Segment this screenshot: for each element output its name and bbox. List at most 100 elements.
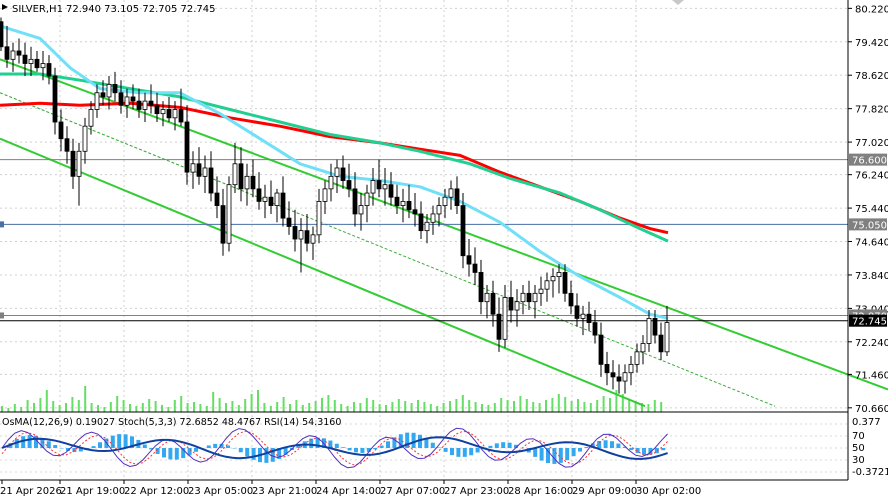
candle-body — [502, 297, 508, 340]
osma-bar — [648, 448, 653, 455]
candle-body — [658, 334, 664, 353]
osma-bar — [373, 448, 378, 450]
osma-bar — [347, 448, 352, 451]
channel-line — [0, 137, 646, 408]
candle-body — [328, 175, 334, 190]
symbol-label: SILVER,H1 — [12, 4, 63, 15]
level-anchor[interactable] — [0, 312, 4, 319]
candle-body — [436, 205, 442, 215]
candle-body — [556, 272, 562, 278]
candle-body — [532, 292, 538, 303]
osma-bar — [571, 448, 576, 457]
osma-bar — [245, 448, 250, 457]
candle-body — [82, 125, 88, 152]
level-anchor[interactable] — [0, 221, 4, 228]
osma-bar — [66, 448, 70, 451]
candle-body — [424, 221, 430, 232]
candle-body — [418, 213, 424, 232]
play-arrow-icon[interactable] — [2, 4, 8, 10]
candle-body — [316, 201, 322, 236]
candle-body — [166, 109, 172, 119]
price-tick-label: 76.240 — [855, 171, 888, 182]
candle-body — [484, 292, 490, 303]
moving-averages — [0, 24, 669, 320]
osma-bar — [597, 440, 602, 448]
osma-bar — [450, 448, 454, 456]
osma-bar — [155, 448, 160, 454]
price-tick-label: 71.460 — [855, 370, 888, 381]
candle-body — [586, 313, 592, 323]
candle-body — [184, 121, 190, 173]
osma-bar — [488, 445, 493, 448]
price-tag — [849, 153, 887, 166]
candle-body — [118, 92, 124, 106]
chart-shift-marker-icon[interactable] — [672, 0, 684, 5]
candle-body — [646, 318, 652, 344]
osma-bar — [123, 434, 128, 448]
osma-bar — [174, 448, 179, 460]
candle-body — [334, 167, 340, 177]
osma-bar — [130, 436, 134, 448]
rsi-line — [1, 436, 668, 460]
osma-bar — [418, 434, 422, 448]
candle-body — [358, 205, 364, 215]
osma-bar — [360, 448, 365, 453]
price-tag — [849, 218, 887, 231]
osma-bar — [462, 448, 467, 457]
indicator-label: OsMA(12,26,9) 0.19027 Stoch(5,3,3) 72.68… — [2, 417, 341, 428]
osma-bar — [354, 448, 358, 453]
candle-body — [664, 322, 670, 353]
price-tag-label: 75.050 — [852, 220, 887, 231]
candle-body — [190, 163, 196, 173]
osma-bar — [226, 445, 230, 448]
time-tick-label: 24 Apr 14:00 — [316, 486, 381, 497]
candle-body — [304, 230, 310, 244]
candle-body — [580, 313, 586, 319]
indicator-tick-label: 50 — [852, 443, 865, 454]
candle-body — [178, 109, 184, 123]
time-tick-label: 22 Apr 12:00 — [124, 486, 189, 497]
osma-bar — [642, 448, 646, 455]
candle-body — [262, 196, 268, 202]
candle-body — [412, 209, 418, 215]
candle-body — [628, 363, 634, 374]
osma-bar — [654, 448, 659, 454]
price-tick-label: 73.840 — [855, 271, 888, 282]
osma-bar — [53, 444, 58, 448]
osma-bar — [213, 443, 218, 448]
osma-bar — [610, 441, 614, 448]
price-tick-label: 79.420 — [855, 38, 888, 49]
osma-bar — [283, 448, 288, 455]
osma-bar — [398, 434, 403, 448]
candle-body — [76, 150, 82, 177]
candle-body — [550, 276, 556, 282]
price-tick-label: 80.220 — [855, 4, 888, 15]
osma-bar — [443, 448, 448, 452]
candle-body — [652, 318, 658, 336]
osma-bar — [635, 448, 640, 453]
osma-bar — [187, 448, 192, 456]
time-tick-label: 28 Apr 16:00 — [508, 486, 573, 497]
price-candles — [0, 17, 670, 394]
osma-bar — [238, 448, 243, 453]
time-tick-label: 29 Apr 09:00 — [572, 486, 637, 497]
candle-body — [274, 192, 280, 206]
candle-body — [544, 280, 550, 290]
price-tick-label: 78.620 — [855, 71, 888, 82]
osma-bar — [117, 434, 122, 448]
moving-average-line — [0, 24, 669, 320]
osma-bar — [578, 448, 582, 452]
price-scale: 80.220 79.420 78.620 77.820 77.020 76.240 75.4… — [848, 4, 888, 478]
osma-bar — [546, 448, 550, 464]
osma-bar — [539, 448, 544, 461]
candle-body — [322, 188, 328, 202]
candle-body — [4, 46, 10, 60]
osma-bar — [110, 435, 115, 448]
osma-bar — [558, 448, 563, 463]
candle-body — [22, 54, 28, 64]
time-tick-label: 27 Apr 07:00 — [380, 486, 445, 497]
osma-bar — [661, 448, 666, 451]
candle-body — [112, 84, 118, 94]
